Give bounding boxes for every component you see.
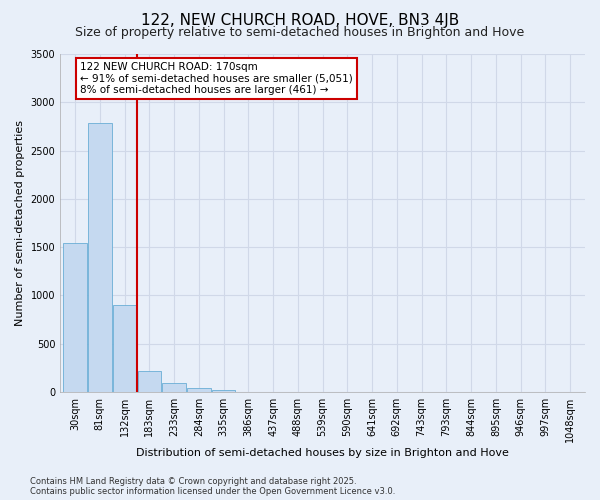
X-axis label: Distribution of semi-detached houses by size in Brighton and Hove: Distribution of semi-detached houses by …	[136, 448, 509, 458]
Text: Contains HM Land Registry data © Crown copyright and database right 2025.
Contai: Contains HM Land Registry data © Crown c…	[30, 476, 395, 496]
Bar	[162, 382, 186, 392]
Bar	[63, 243, 87, 392]
Text: Size of property relative to semi-detached houses in Brighton and Hove: Size of property relative to semi-detach…	[76, 26, 524, 39]
Bar	[113, 305, 136, 392]
Bar	[137, 371, 161, 392]
Y-axis label: Number of semi-detached properties: Number of semi-detached properties	[15, 120, 25, 326]
Text: 122, NEW CHURCH ROAD, HOVE, BN3 4JB: 122, NEW CHURCH ROAD, HOVE, BN3 4JB	[141, 12, 459, 28]
Bar	[187, 388, 211, 392]
Bar	[212, 390, 235, 392]
Bar	[88, 124, 112, 392]
Text: 122 NEW CHURCH ROAD: 170sqm
← 91% of semi-detached houses are smaller (5,051)
8%: 122 NEW CHURCH ROAD: 170sqm ← 91% of sem…	[80, 62, 353, 95]
